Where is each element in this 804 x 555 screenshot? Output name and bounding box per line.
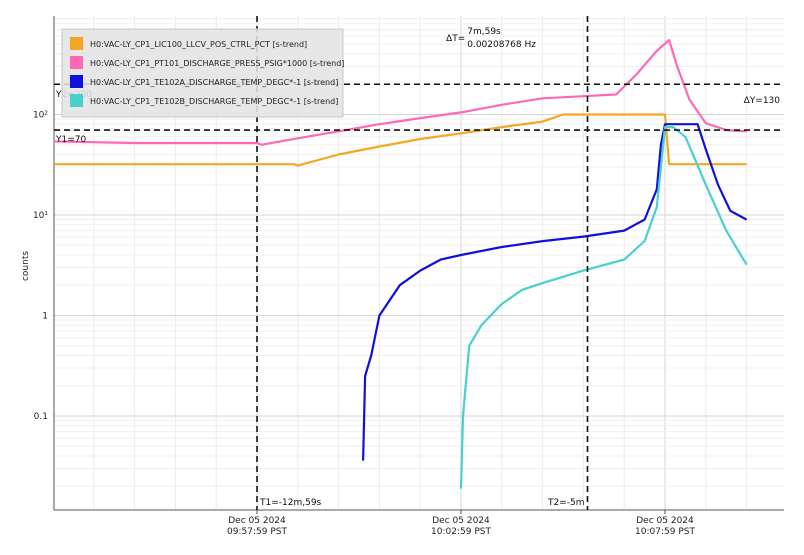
cursor-delta-t-symbol: ΔT= <box>446 34 465 44</box>
series-line-1 <box>54 113 747 167</box>
x-tick-label-date: Dec 05 2024 <box>228 516 286 526</box>
y-axis-label: counts <box>21 251 31 281</box>
legend[interactable]: H0:VAC-LY_CP1_LIC100_LLCV_POS_CTRL_PCT [… <box>61 28 344 118</box>
cursor-y1-label: Y1=70 <box>55 135 86 145</box>
y-tick-labels: 10² 10¹ 1 0.1 <box>33 111 48 423</box>
cursor-delta-t-value: 7m,59s <box>467 27 501 37</box>
x-tick-label-time: 10:02:59 PST <box>431 527 491 537</box>
legend-swatch-3[interactable] <box>70 75 83 88</box>
y-tick-label: 10² <box>33 111 48 121</box>
legend-swatch-1[interactable] <box>70 37 83 50</box>
series-line-4 <box>459 126 748 489</box>
series-lines <box>54 39 748 489</box>
cursor-delta-y-label: ΔY=130 <box>744 96 781 106</box>
cursor-t2-label: T2=-5m <box>547 498 585 508</box>
series-line-2 <box>54 39 747 146</box>
x-tick-label-date: Dec 05 2024 <box>636 516 694 526</box>
legend-entry-3[interactable]: H0:VAC-LY_CP1_TE102A_DISCHARGE_TEMP_DEGC… <box>90 78 338 87</box>
legend-entry-4[interactable]: H0:VAC-LY_CP1_TE102B_DISCHARGE_TEMP_DEGC… <box>90 97 338 106</box>
x-tick-label-time: 10:07:59 PST <box>635 527 695 537</box>
cursor-delta-t-freq: 0.00208768 Hz <box>467 40 536 50</box>
y-tick-label: 0.1 <box>34 412 48 422</box>
legend-box <box>61 28 344 118</box>
legend-entry-2[interactable]: H0:VAC-LY_CP1_PT101_DISCHARGE_PRESS_PSIG… <box>90 59 344 68</box>
y-tick-label: 10¹ <box>33 211 48 221</box>
legend-swatch-2[interactable] <box>70 56 83 69</box>
cursor-t1-label: T1=-12m,59s <box>259 498 322 508</box>
series-line-3 <box>362 123 748 461</box>
legend-swatch-4[interactable] <box>70 94 83 107</box>
x-tick-label-date: Dec 05 2024 <box>432 516 490 526</box>
y-tick-label: 1 <box>42 312 48 322</box>
legend-entry-1[interactable]: H0:VAC-LY_CP1_LIC100_LLCV_POS_CTRL_PCT [… <box>90 40 307 49</box>
x-tick-label-time: 09:57:59 PST <box>227 527 287 537</box>
